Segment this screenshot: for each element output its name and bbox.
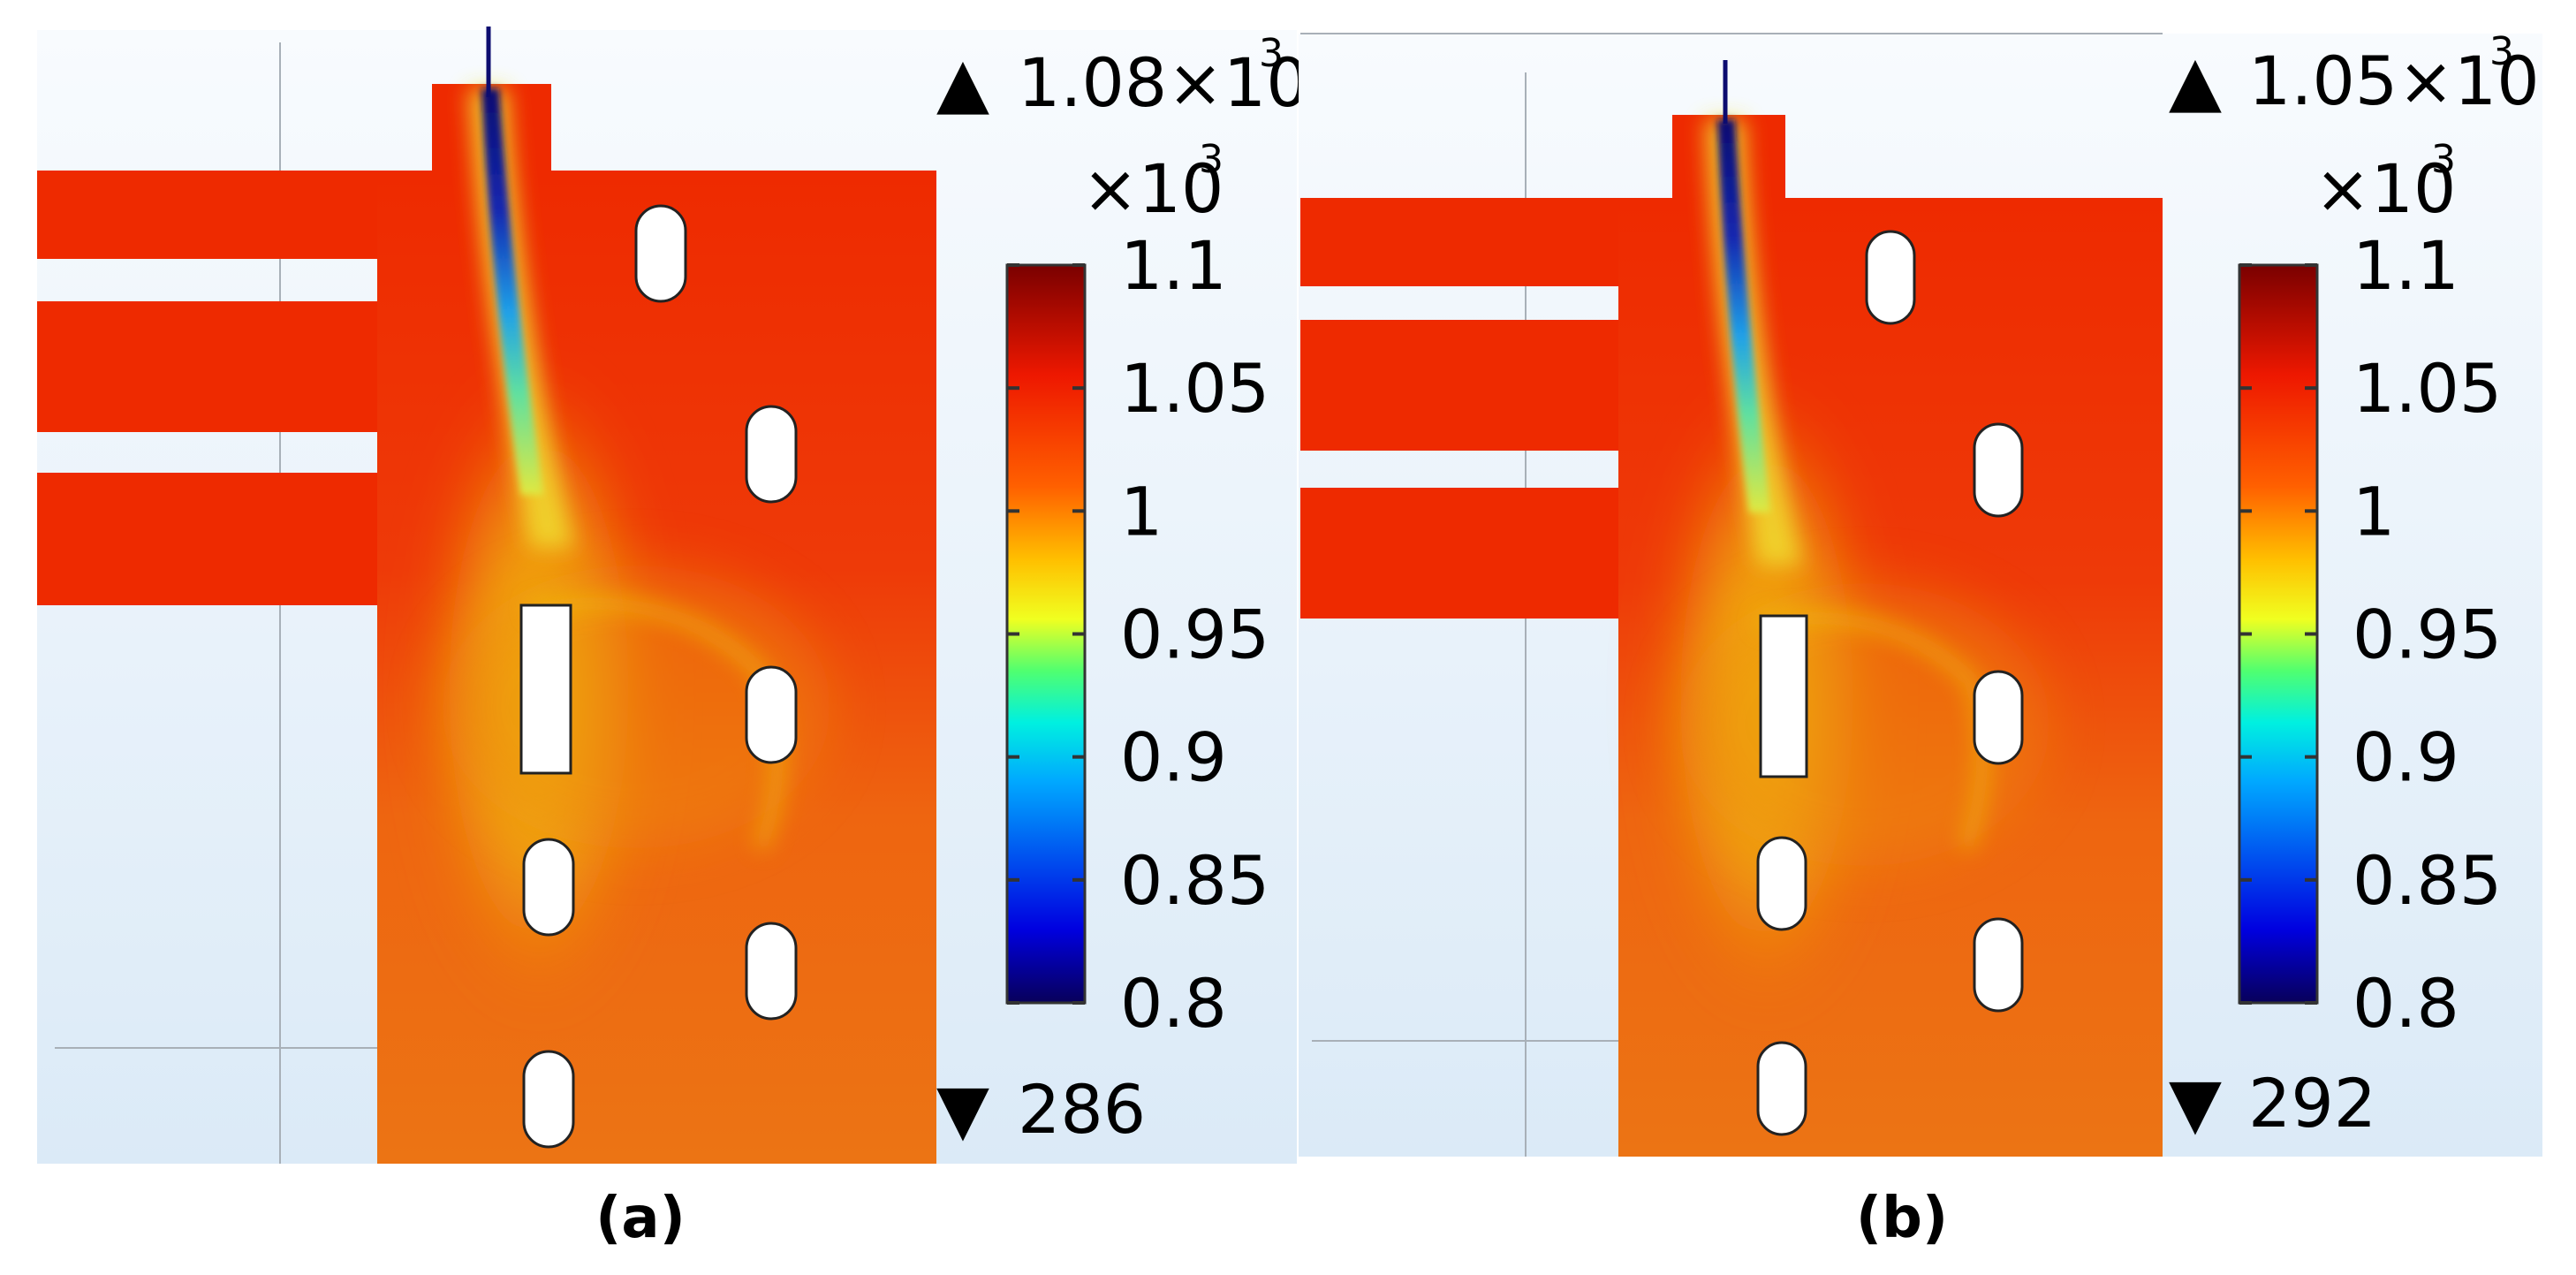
panel-a-colorbar-tick-label: 0.85: [1120, 841, 1269, 920]
panel-a-hole-4: [522, 838, 575, 937]
panel-b-colorbar-tick-label: 1.05: [2352, 349, 2502, 428]
panel-b-plume-arc: [1756, 610, 1990, 851]
panel-a-scale-exponent: 3: [1199, 137, 1224, 182]
panel-b-colorbar-tick-label: 0.8: [2352, 964, 2459, 1043]
panel-b-hole-5: [1973, 917, 2024, 1013]
panel-b-colorbar-tick-label: 1.1: [2352, 226, 2459, 305]
panel-a-colorbar-ticks: 1.1 1.05 1 0.95 0.9 0.85 0.8: [1007, 226, 1269, 1043]
panel-b-scale-exponent: 3: [2431, 137, 2456, 182]
panel-b-hole-2: [1973, 422, 2024, 518]
panel-a-colorbar-tick-label: 1.05: [1120, 349, 1269, 428]
panel-a-hole-3: [745, 665, 798, 764]
panel-b-colorbar-tick-label: 0.85: [2352, 841, 2502, 920]
panel-b-colorbar-tick-label: 0.95: [2352, 596, 2502, 674]
panel-b-caption: (b): [1856, 1186, 1948, 1251]
panel-a-domain: [37, 27, 936, 1164]
panel-b-hole-6: [1756, 1041, 1807, 1136]
panel-b-hole-3: [1973, 670, 2024, 765]
panel-a-slot: [519, 603, 572, 775]
panel-a-min-label: 286: [1018, 1070, 1146, 1149]
panel-b-max-marker: ▲: [2169, 42, 2222, 121]
panel-a-min-marker: ▼: [936, 1070, 989, 1150]
panel-a-hole-2: [745, 405, 798, 504]
panel-a-max-marker: ▲: [936, 43, 989, 123]
panel-b-min-marker: ▼: [2169, 1064, 2222, 1143]
panel-a-scale-label: ×10: [1082, 149, 1224, 228]
panel-a-colorbar-tick-label: 1.1: [1120, 226, 1227, 305]
panel-a: 1.1 1.05 1 0.95 0.9 0.85 0.8 ▲ 1.08×10 3 ×10 3…: [37, 27, 1309, 1251]
panel-b-max-exponent: 3: [2489, 29, 2514, 74]
panel-b-colorbar-tick-label: 1: [2352, 472, 2395, 550]
panel-b-max-label: 1.05×10: [2248, 42, 2540, 120]
panel-a-plume-arc: [528, 596, 785, 852]
panel-b-slot: [1759, 614, 1808, 778]
panel-a-colorbar-tick-label: 0.9: [1120, 718, 1227, 797]
panel-a-hole-6: [522, 1050, 575, 1149]
panel-b-scale-label: ×10: [2315, 149, 2456, 228]
panel-b-hole-4: [1756, 836, 1807, 931]
panel-b-colorbar-tick-label: 0.9: [2352, 718, 2459, 797]
panel-a-jet-core: [481, 88, 543, 495]
panel-b-domain: [1300, 60, 2163, 1157]
panel-a-caption: (a): [595, 1186, 686, 1251]
panel-b-colorbar: [2238, 263, 2319, 1005]
panel-a-hole-5: [745, 922, 798, 1021]
panel-a-max-label: 1.08×10: [1018, 43, 1309, 122]
panel-a-max-exponent: 3: [1259, 31, 1284, 76]
panel-b-colorbar-ticks: 1.1 1.05 1 0.95 0.9 0.85 0.8: [2239, 226, 2502, 1043]
panel-b-hole-1: [1865, 230, 1916, 325]
panel-a-colorbar-tick-label: 0.8: [1120, 964, 1227, 1043]
panel-a-colorbar-tick-label: 0.95: [1120, 596, 1269, 674]
panel-a-hole-1: [634, 204, 687, 303]
panel-a-colorbar-tick-label: 1: [1120, 472, 1163, 550]
panel-b-jet-core: [1717, 119, 1770, 512]
panel-b-min-label: 292: [2248, 1064, 2376, 1142]
panel-a-colorbar: [1005, 263, 1087, 1005]
panel-b: 1.1 1.05 1 0.95 0.9 0.85 0.8 ▲ 1.05×10 3 ×10 3…: [1299, 29, 2542, 1251]
